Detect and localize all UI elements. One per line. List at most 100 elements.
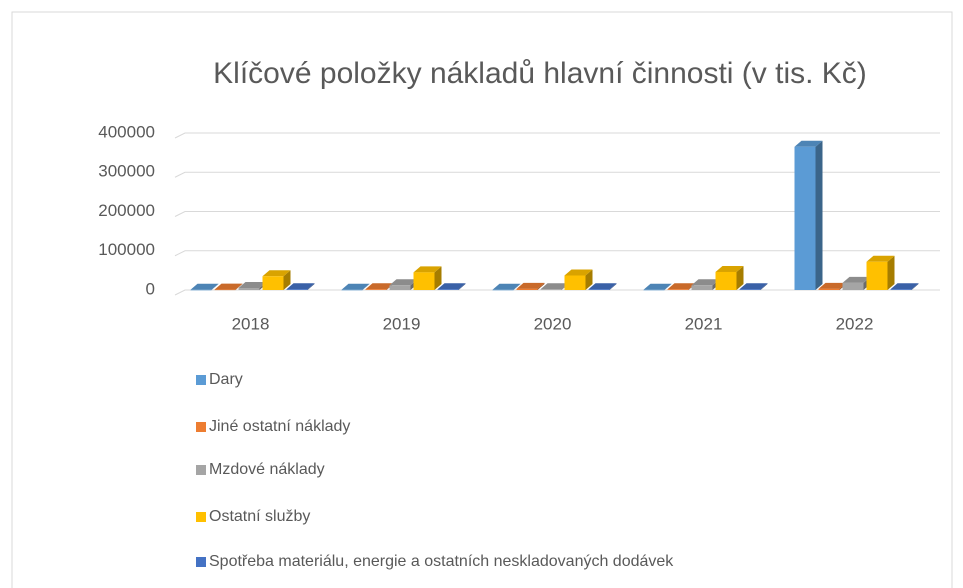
bar-top — [214, 283, 243, 290]
legend-swatch — [196, 422, 206, 432]
bar-side — [211, 283, 219, 290]
bar — [739, 283, 768, 290]
bar-front — [365, 289, 387, 290]
x-tick-label: 2022 — [836, 314, 874, 333]
bar-front — [262, 276, 284, 290]
bar-front — [286, 289, 308, 290]
bar-front — [437, 289, 459, 290]
bar — [715, 265, 744, 290]
legend-swatch — [196, 557, 206, 567]
bar — [437, 283, 466, 290]
bar-front — [818, 288, 840, 290]
bar — [286, 283, 315, 290]
bar-front — [190, 289, 212, 291]
bar-front — [540, 289, 562, 290]
bar-side — [362, 283, 370, 290]
bar — [190, 283, 219, 291]
bar-side — [664, 283, 672, 290]
x-tick-label: 2020 — [534, 314, 572, 333]
bar-top — [643, 283, 672, 290]
bar-side — [736, 265, 744, 290]
chart-frame — [11, 11, 953, 588]
bar-front — [643, 289, 665, 291]
bar-side — [609, 283, 617, 290]
bar-front — [739, 289, 761, 290]
bar-front — [413, 272, 435, 290]
grid-line — [174, 250, 940, 257]
bar-front — [715, 271, 737, 290]
bar-side — [887, 255, 895, 290]
bar-top — [691, 279, 720, 286]
grid-line — [174, 171, 940, 178]
bar-top — [389, 279, 418, 286]
y-tick-label: 400000 — [98, 122, 155, 141]
bar-top — [739, 283, 768, 290]
x-tick-label: 2019 — [383, 314, 421, 333]
bar-side — [434, 266, 442, 290]
bar-side — [283, 270, 291, 290]
bar-top — [238, 282, 267, 289]
bar-top — [588, 283, 617, 290]
y-tick-label: 200000 — [98, 201, 155, 220]
bar — [341, 283, 370, 291]
bar — [643, 283, 672, 291]
bar-top — [715, 265, 744, 272]
legend-swatch — [196, 465, 206, 475]
bar-front — [691, 285, 713, 290]
y-tick-label: 0 — [146, 279, 155, 298]
bar-front — [667, 289, 689, 290]
legend-label: Mzdové náklady — [209, 461, 325, 478]
bar-top — [890, 283, 919, 290]
bar-side — [307, 283, 315, 290]
bar-front — [341, 289, 363, 291]
bar-front — [214, 289, 236, 291]
bar — [492, 283, 521, 291]
chart-title: Klíčové položky nákladů hlavní činnosti … — [213, 57, 867, 90]
bar-front — [866, 261, 888, 290]
legend-label: Jiné ostatní náklady — [209, 418, 350, 435]
grid-line — [174, 211, 940, 217]
bar-side — [911, 283, 919, 290]
bar-top — [286, 283, 315, 290]
x-tick-label: 2018 — [232, 314, 270, 333]
bar-top — [262, 270, 291, 277]
legend-swatch — [196, 375, 206, 385]
bar-top — [794, 140, 823, 147]
bar-side — [458, 283, 466, 290]
bar-side — [585, 269, 593, 290]
bar-front — [516, 288, 538, 290]
bar-top — [437, 283, 466, 290]
bar-top — [413, 266, 442, 273]
bar-top — [516, 282, 545, 289]
bar-top — [564, 269, 593, 276]
bar — [794, 140, 823, 290]
bar-top — [842, 276, 871, 283]
legend-label: Dary — [209, 371, 243, 388]
bar-top — [540, 283, 569, 290]
legend-swatch — [196, 512, 206, 522]
bar-front — [389, 285, 411, 290]
bar — [564, 269, 593, 290]
bar-side — [815, 140, 823, 290]
bar-top — [190, 283, 219, 290]
bar-front — [890, 289, 912, 290]
y-tick-label: 100000 — [98, 240, 155, 259]
x-tick-label: 2021 — [685, 314, 723, 333]
bar — [588, 283, 617, 290]
bar — [866, 255, 895, 290]
bar-top — [866, 255, 895, 262]
bar-side — [537, 282, 545, 290]
bar-top — [341, 283, 370, 290]
bar — [214, 283, 243, 291]
bar-side — [513, 283, 521, 290]
bar — [890, 283, 919, 290]
bar-front — [842, 282, 864, 290]
legend-label: Spotřeba materiálu, energie a ostatních … — [209, 553, 674, 570]
legend-label: Ostatní služby — [209, 508, 310, 525]
bar-side — [235, 283, 243, 290]
bar — [516, 282, 545, 290]
bar-top — [492, 283, 521, 290]
bar-front — [492, 289, 514, 291]
bar-side — [760, 283, 768, 290]
